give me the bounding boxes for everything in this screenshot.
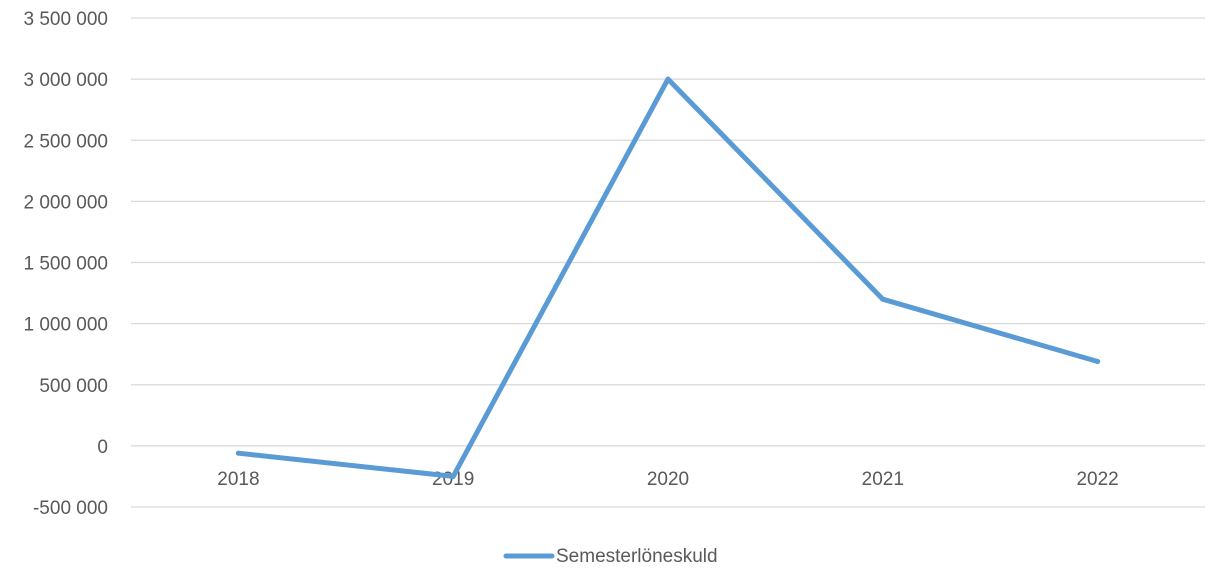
y-tick-label-1-500-000: 1 500 000 [23,254,108,275]
y-tick-label-2-000-000: 2 000 000 [23,192,108,213]
y-tick-label-1-000-000: 1 000 000 [23,315,108,336]
x-tick-label-2022: 2022 [1076,469,1118,490]
x-axis-tick-labels: 2018 2019 2020 2021 2022 [217,469,1118,490]
data-point-2019 [450,473,456,479]
series-lines [235,76,1101,479]
data-point-2022 [1095,359,1101,365]
y-tick-label-500-000: -500 000 [33,498,108,519]
y-axis-tick-labels: -500 000 0 500 000 1 000 000 1 500 000 2 000 … [23,9,108,519]
y-tick-label-3-000-000: 3 000 000 [23,70,108,91]
legend: Semesterlöneskuld [503,546,718,567]
y-tick-label-2-500-000: 2 500 000 [23,131,108,152]
y-tick-label-3-500-000: 3 500 000 [23,9,108,30]
data-point-2018 [235,450,241,456]
x-tick-label-2018: 2018 [217,469,259,490]
y-tick-label-500-000: 500 000 [39,376,108,397]
data-point-2021 [880,296,886,302]
x-tick-label-2021: 2021 [862,469,904,490]
data-point-2020 [665,76,671,82]
x-tick-label-2020: 2020 [647,469,689,490]
gridlines [131,17,1205,508]
legend-label-semesterloneskuld: Semesterlöneskuld [556,546,718,567]
series-line-semesterloneskuld [235,76,1101,479]
y-tick-label-0: 0 [97,437,108,458]
